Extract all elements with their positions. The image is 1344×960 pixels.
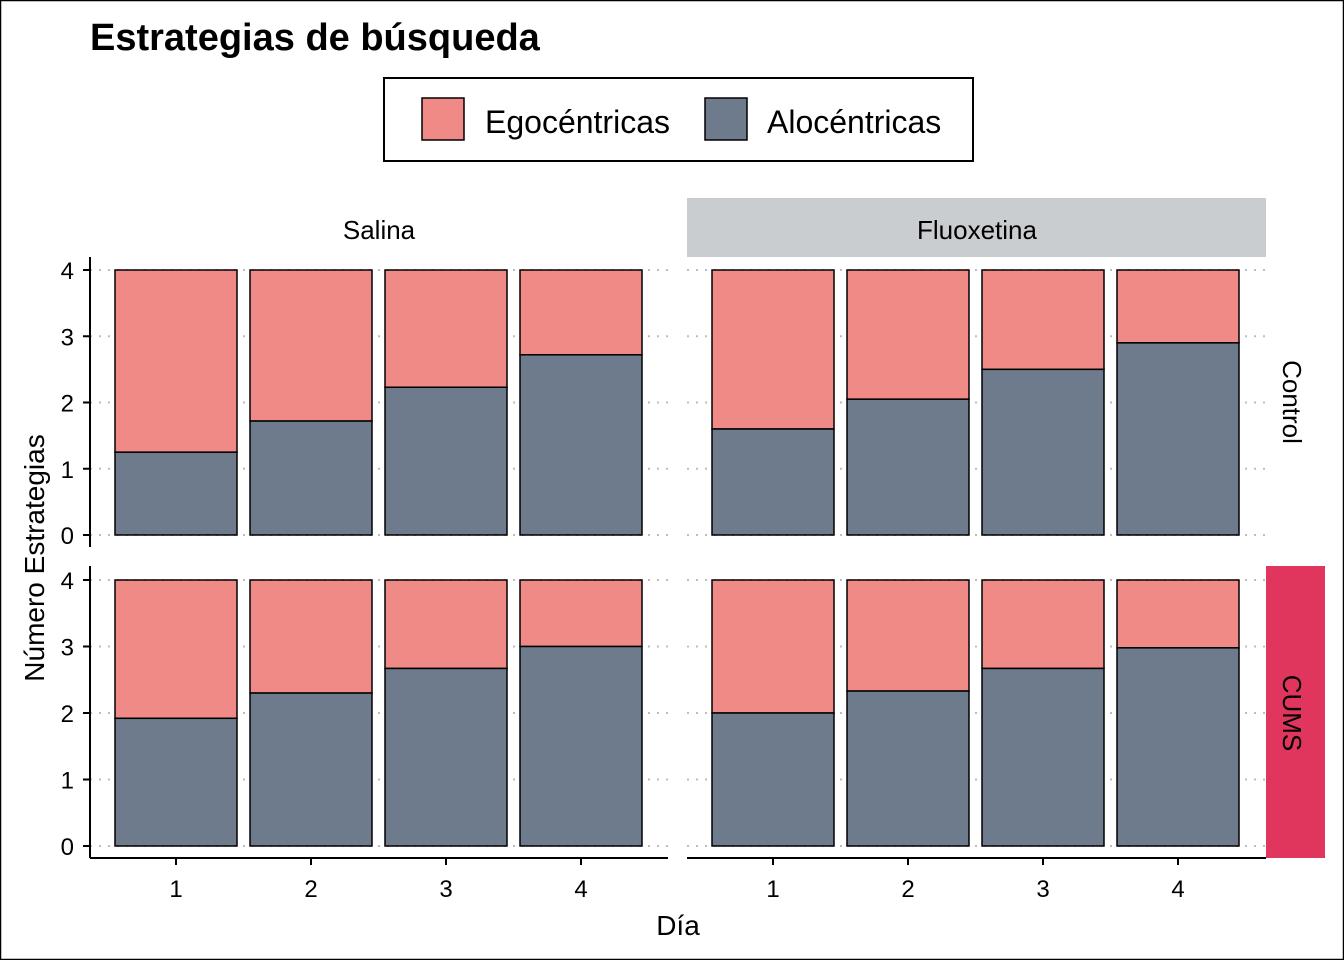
bar-alocentricas-salina-cums-dia-2 bbox=[249, 692, 373, 847]
y-tick-label-cums-4: 4 bbox=[61, 568, 74, 595]
x-tick-label-salina-4: 4 bbox=[574, 876, 587, 903]
bar-alocentricas-salina-control-dia-1 bbox=[114, 451, 238, 536]
bar-alocentricas-salina-control-dia-4 bbox=[519, 354, 643, 536]
bar-egocentricas-fluoxetina-cums-dia-3 bbox=[981, 579, 1105, 670]
bar-alocentricas-fluoxetina-control-dia-2 bbox=[846, 398, 970, 536]
x-tick-label-fluoxetina-1: 1 bbox=[766, 876, 779, 903]
y-tick-label-cums-1: 1 bbox=[61, 768, 74, 795]
bar-alocentricas-salina-control-dia-2 bbox=[249, 420, 373, 536]
y-tick-label-control-3: 3 bbox=[61, 324, 74, 351]
bar-alocentricas-salina-control-dia-3 bbox=[384, 386, 508, 536]
bar-egocentricas-salina-cums-dia-4 bbox=[519, 579, 643, 648]
bar-alocentricas-fluoxetina-cums-dia-4 bbox=[1116, 647, 1240, 847]
y-tick-label-cums-2: 2 bbox=[61, 701, 74, 728]
bar-alocentricas-fluoxetina-cums-dia-3 bbox=[981, 667, 1105, 847]
y-tick-label-control-4: 4 bbox=[61, 258, 74, 285]
y-tick-label-cums-0: 0 bbox=[61, 834, 74, 861]
bar-egocentricas-fluoxetina-cums-dia-2 bbox=[846, 579, 970, 692]
bar-egocentricas-salina-cums-dia-3 bbox=[384, 579, 508, 670]
y-tick-label-control-1: 1 bbox=[61, 457, 74, 484]
bar-alocentricas-fluoxetina-cums-dia-1 bbox=[711, 712, 835, 847]
bar-egocentricas-salina-cums-dia-2 bbox=[249, 579, 373, 694]
bar-egocentricas-salina-control-dia-4 bbox=[519, 269, 643, 356]
bar-alocentricas-fluoxetina-control-dia-4 bbox=[1116, 342, 1240, 536]
bar-egocentricas-salina-cums-dia-1 bbox=[114, 579, 238, 720]
bar-alocentricas-fluoxetina-cums-dia-2 bbox=[846, 690, 970, 847]
legend-box bbox=[383, 77, 974, 162]
strip-label-cums: CUMS bbox=[1277, 675, 1307, 752]
y-tick-label-control-0: 0 bbox=[61, 523, 74, 550]
x-tick-label-fluoxetina-2: 2 bbox=[901, 876, 914, 903]
chart-title: Estrategias de búsqueda bbox=[90, 17, 541, 59]
legend-label-egocentricas: Egocéntricas bbox=[485, 104, 670, 140]
strip-label-salina: Salina bbox=[343, 215, 416, 245]
bar-alocentricas-salina-cums-dia-4 bbox=[519, 645, 643, 847]
bar-alocentricas-fluoxetina-control-dia-1 bbox=[711, 428, 835, 536]
bar-egocentricas-fluoxetina-cums-dia-4 bbox=[1116, 579, 1240, 649]
bar-egocentricas-salina-control-dia-2 bbox=[249, 269, 373, 422]
bar-alocentricas-salina-cums-dia-3 bbox=[384, 667, 508, 847]
x-tick-label-salina-2: 2 bbox=[304, 876, 317, 903]
bar-alocentricas-fluoxetina-control-dia-3 bbox=[981, 368, 1105, 536]
legend-swatch-alocentricas bbox=[704, 97, 748, 141]
bar-egocentricas-fluoxetina-control-dia-2 bbox=[846, 269, 970, 400]
legend: Egocéntricas Alocéntricas bbox=[383, 77, 974, 162]
legend-swatch-egocentricas bbox=[421, 97, 465, 141]
bar-egocentricas-salina-control-dia-3 bbox=[384, 269, 508, 389]
bar-alocentricas-salina-cums-dia-1 bbox=[114, 717, 238, 847]
bar-egocentricas-fluoxetina-control-dia-3 bbox=[981, 269, 1105, 371]
strip-label-fluoxetina: Fluoxetina bbox=[917, 215, 1037, 245]
bar-egocentricas-fluoxetina-cums-dia-1 bbox=[711, 579, 835, 714]
x-tick-label-fluoxetina-4: 4 bbox=[1171, 876, 1184, 903]
x-tick-label-salina-1: 1 bbox=[169, 876, 182, 903]
y-tick-label-cums-3: 3 bbox=[61, 635, 74, 662]
y-axis-title: Número Estrategias bbox=[19, 434, 50, 681]
y-tick-label-control-2: 2 bbox=[61, 391, 74, 418]
legend-label-alocentricas: Alocéntricas bbox=[767, 104, 941, 140]
x-tick-label-salina-3: 3 bbox=[439, 876, 452, 903]
x-tick-label-fluoxetina-3: 3 bbox=[1036, 876, 1049, 903]
bar-egocentricas-fluoxetina-control-dia-4 bbox=[1116, 269, 1240, 344]
strip-fluoxetina-bg bbox=[687, 198, 1266, 257]
x-axis-title: Día bbox=[656, 910, 700, 941]
bar-egocentricas-salina-control-dia-1 bbox=[114, 269, 238, 453]
bar-egocentricas-fluoxetina-control-dia-1 bbox=[711, 269, 835, 430]
plot-area: 0 1 2 3 4 0 1 2 3 4 1 2 3 4 1 2 3 4 bbox=[61, 257, 1266, 903]
strip-label-control: Control bbox=[1277, 360, 1307, 444]
strip-cums-bg bbox=[1266, 566, 1325, 858]
